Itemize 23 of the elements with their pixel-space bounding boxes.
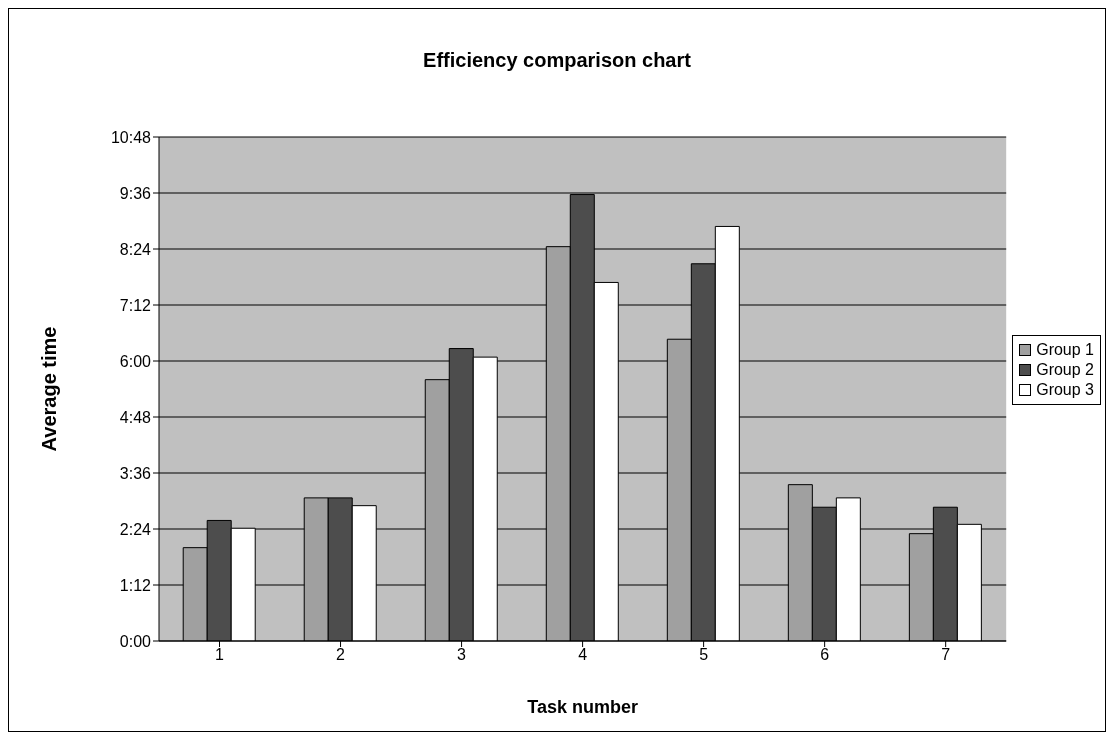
y-axis-title: Average time [38,326,61,452]
x-tick-label: 1 [215,646,225,664]
legend-label: Group 1 [1036,340,1094,360]
y-tick-label: 2:24 [119,520,152,538]
y-tick-label: 6:00 [119,352,152,370]
chart-title: Efficiency comparison chart [422,49,692,72]
x-tick-label: 4 [578,646,588,664]
x-tick-label: 7 [941,646,951,664]
x-axis-title: Task number [527,697,638,717]
y-tick-label: 8:24 [119,240,152,258]
legend-label: Group 3 [1036,380,1094,400]
y-tick-label: 10:48 [110,128,152,146]
x-tick-label: 3 [457,646,467,664]
y-tick-label: 4:48 [119,408,152,426]
y-tick-label: 3:36 [119,464,152,482]
y-tick-label: 9:36 [119,184,152,202]
legend-label: Group 2 [1036,360,1094,380]
x-tick-label: 6 [820,646,830,664]
y-tick-label: 1:12 [119,576,152,594]
x-tick-label: 2 [336,646,346,664]
x-tick-label: 5 [699,646,709,664]
y-tick-label: 0:00 [119,632,152,650]
y-tick-label: 7:12 [119,296,152,314]
